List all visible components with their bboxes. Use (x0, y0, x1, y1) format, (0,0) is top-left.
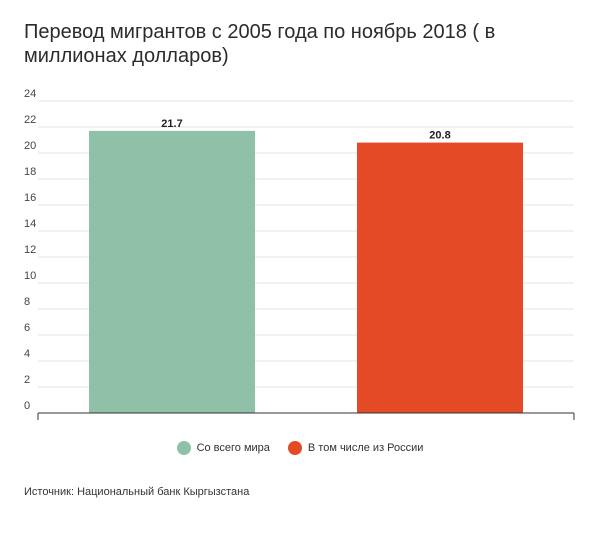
y-tick-label: 20 (24, 140, 36, 152)
value-labels: 21.7 20.8 (161, 118, 450, 142)
bar-russia[interactable] (357, 142, 523, 413)
y-tick-label: 18 (24, 166, 36, 178)
x-axis (37, 412, 575, 420)
y-tick-label: 0 (24, 400, 30, 412)
y-tick-label: 2 (24, 374, 30, 386)
y-tick-label: 8 (24, 296, 30, 308)
y-tick-label: 6 (24, 322, 30, 334)
y-tick-label: 24 (24, 88, 36, 100)
value-label-world: 21.7 (161, 118, 182, 130)
chart-title: Перевод мигрантов с 2005 года по ноябрь … (24, 21, 496, 67)
y-tick-label: 16 (24, 192, 36, 204)
legend: Со всего мира В том числе из России (0, 441, 600, 455)
bars (89, 130, 523, 413)
y-tick-label: 4 (24, 348, 30, 360)
y-tick-label: 10 (24, 270, 36, 282)
legend-label-russia: В том числе из России (307, 442, 424, 454)
legend-label-world: Со всего мира (196, 442, 270, 454)
value-label-russia: 20.8 (429, 130, 450, 142)
bar-world[interactable] (89, 130, 255, 413)
legend-swatch-russia (287, 441, 302, 455)
legend-item-world[interactable]: Со всего мира (176, 441, 270, 455)
legend-item-russia[interactable]: В том числе из России (287, 441, 424, 455)
y-tick-label: 14 (24, 218, 36, 230)
y-tick-label: 22 (24, 114, 36, 126)
y-tick-label: 12 (24, 244, 36, 256)
legend-swatch-world (176, 441, 191, 455)
source-note: Источник: Национальный банк Кыргызстана (24, 486, 250, 498)
